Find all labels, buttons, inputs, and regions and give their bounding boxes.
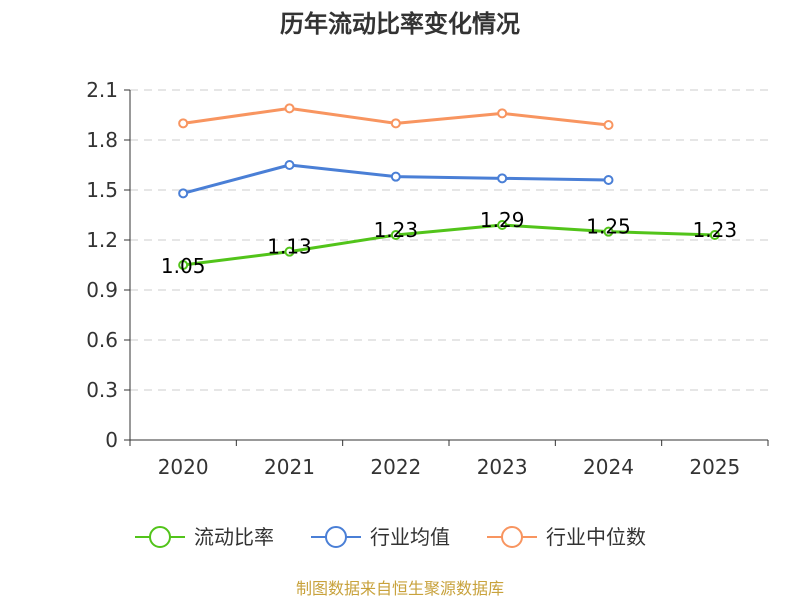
data-label: 1.05 xyxy=(161,254,206,278)
legend-label: 行业均值 xyxy=(370,525,450,549)
y-tick-label: 1.2 xyxy=(86,228,118,252)
legend: 流动比率 行业均值 行业中位数 xyxy=(135,525,646,549)
source-note: 制图数据来自恒生聚源数据库 xyxy=(296,579,504,598)
legend-label: 流动比率 xyxy=(194,525,274,549)
data-point xyxy=(178,188,189,199)
data-label: 1.13 xyxy=(267,235,312,259)
data-point xyxy=(284,103,295,114)
y-tick-label: 0.3 xyxy=(86,378,118,402)
x-tick-label: 2022 xyxy=(370,455,421,479)
data-point xyxy=(284,246,295,257)
data-point xyxy=(603,226,614,237)
x-tick-label: 2025 xyxy=(689,455,740,479)
legend-marker xyxy=(325,526,347,548)
grid-lines xyxy=(130,89,768,391)
data-label: 1.25 xyxy=(586,215,631,239)
data-point xyxy=(497,220,508,230)
chart-title: 历年流动比率变化情况 xyxy=(280,10,520,38)
y-tick-label: 1.8 xyxy=(86,128,118,152)
legend-item-0: 流动比率 xyxy=(135,525,274,549)
legend-marker xyxy=(149,526,171,548)
data-point xyxy=(497,108,508,119)
data-point xyxy=(178,118,189,129)
x-tick-label: 2023 xyxy=(477,455,528,479)
data-point xyxy=(603,175,614,185)
data-label: 1.23 xyxy=(693,218,738,242)
data-point xyxy=(390,171,401,182)
data-point xyxy=(497,173,508,184)
data-label: 1.29 xyxy=(480,208,525,232)
y-tick-label: 0.9 xyxy=(86,278,118,302)
series-line-0 xyxy=(182,223,715,267)
legend-item-1: 行业均值 xyxy=(311,525,450,549)
x-tick-label: 2020 xyxy=(158,455,209,479)
data-point xyxy=(390,118,401,129)
data-point xyxy=(709,230,720,240)
legend-item-2: 行业中位数 xyxy=(487,525,646,549)
data-point xyxy=(178,260,189,270)
y-tick-label: 2.1 xyxy=(86,78,118,102)
data-label: 1.23 xyxy=(374,218,419,242)
data-point xyxy=(284,160,295,170)
y-tick-label: 0 xyxy=(105,428,118,452)
x-tick-label: 2024 xyxy=(583,455,634,479)
legend-marker xyxy=(501,526,523,548)
y-tick-label: 0.6 xyxy=(86,328,118,352)
data-point xyxy=(390,230,401,240)
x-tick-label: 2021 xyxy=(264,455,315,479)
axes: 0 0.3 0.6 0.9 1.2 1.5 1.8 2.1 2020 2021 2022 2023 20… xyxy=(86,78,769,479)
y-tick-label: 1.5 xyxy=(86,178,118,202)
series-layer xyxy=(178,103,720,270)
data-point xyxy=(603,120,614,130)
legend-label: 行业中位数 xyxy=(546,525,646,549)
data-labels: 1.05 1.13 1.23 1.29 1.25 1.23 xyxy=(161,208,737,278)
